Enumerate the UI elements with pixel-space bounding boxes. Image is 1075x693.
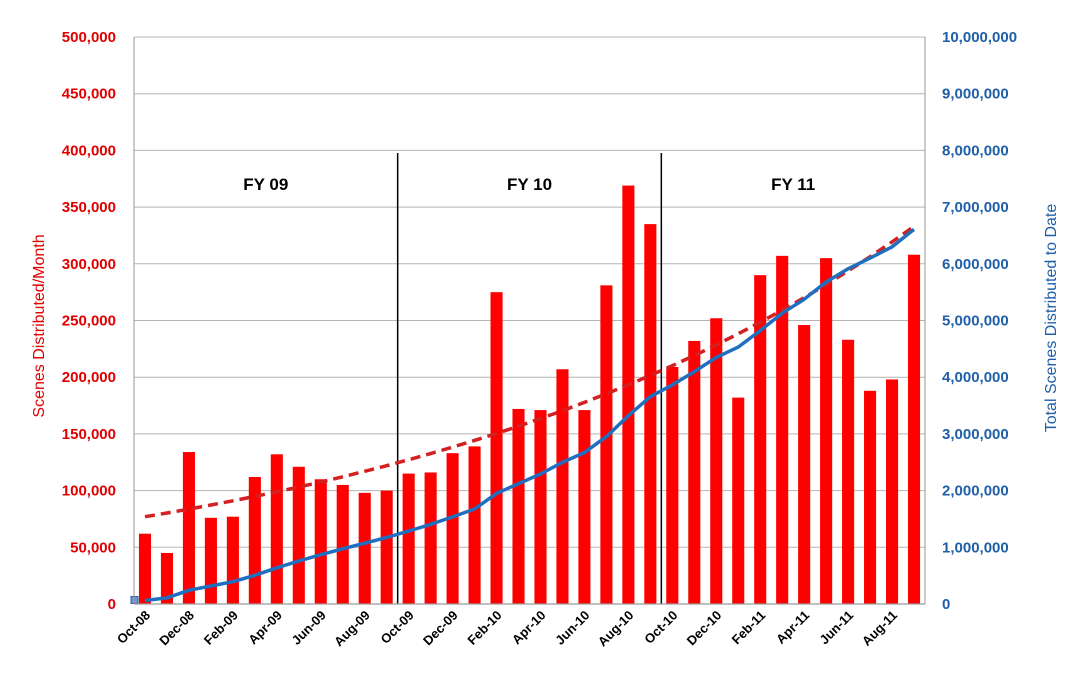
fiscal-year-labels: FY 09 FY 10 FY 11 xyxy=(243,175,815,194)
right-tick-label: 4,000,000 xyxy=(942,369,1009,386)
bar xyxy=(556,369,569,604)
left-tick-label: 400,000 xyxy=(62,142,116,159)
bar xyxy=(622,185,635,604)
x-tick-label: Jun-09 xyxy=(289,608,329,648)
bar xyxy=(842,339,855,604)
bar xyxy=(204,517,217,604)
left-axis-ticks: 0 50,000 100,000 150,000 200,000 250,000 300,0… xyxy=(62,29,116,613)
bar xyxy=(468,446,481,604)
bar xyxy=(732,397,745,604)
right-tick-label: 5,000,000 xyxy=(942,313,1009,330)
bar xyxy=(160,552,174,604)
bar xyxy=(336,484,349,604)
axes xyxy=(133,37,926,605)
x-tick-label: Oct-10 xyxy=(641,608,680,647)
right-tick-label: 7,000,000 xyxy=(942,199,1009,216)
bar xyxy=(314,479,327,604)
bar xyxy=(490,292,503,604)
right-tick-label: 0 xyxy=(942,596,950,613)
x-tick-label: Aug-09 xyxy=(331,608,373,650)
bar xyxy=(402,473,415,604)
bar xyxy=(688,340,701,604)
bar xyxy=(754,275,767,604)
left-tick-label: 450,000 xyxy=(62,86,116,103)
fiscal-year-label: FY 10 xyxy=(507,175,552,194)
trend-line-group xyxy=(144,224,916,519)
bar xyxy=(644,224,657,605)
bar xyxy=(226,516,239,604)
x-tick-label: Aug-10 xyxy=(595,608,637,650)
right-tick-label: 9,000,000 xyxy=(942,86,1009,103)
left-axis-title: Scenes Distributed/Month xyxy=(31,234,48,417)
x-tick-label: Dec-10 xyxy=(684,608,725,649)
x-tick-label: Apr-11 xyxy=(773,608,812,647)
bar xyxy=(820,258,833,604)
left-tick-label: 350,000 xyxy=(62,199,116,216)
bar xyxy=(182,452,195,604)
left-tick-label: 200,000 xyxy=(62,369,116,386)
left-tick-label: 500,000 xyxy=(62,29,116,46)
right-tick-label: 8,000,000 xyxy=(942,142,1009,159)
left-tick-label: 100,000 xyxy=(62,483,116,500)
bar xyxy=(292,466,305,604)
left-tick-label: 150,000 xyxy=(62,426,116,443)
right-axis-title: Total Scenes Distributed to Date xyxy=(1043,204,1060,433)
x-tick-label: Feb-11 xyxy=(729,608,769,648)
trend-line xyxy=(144,224,916,519)
bar xyxy=(534,410,547,604)
bar xyxy=(446,453,459,604)
right-axis-ticks: 0 1,000,000 2,000,000 3,000,000 4,000,000 5,0… xyxy=(942,29,1017,613)
bar xyxy=(798,325,811,604)
bar xyxy=(512,408,525,604)
left-tick-label: 50,000 xyxy=(70,539,116,556)
right-tick-label: 2,000,000 xyxy=(942,483,1009,500)
x-tick-label: Feb-09 xyxy=(201,608,241,648)
bar xyxy=(270,454,283,604)
bar xyxy=(248,476,261,604)
monthly-bars xyxy=(138,185,921,605)
fiscal-year-label: FY 11 xyxy=(771,175,815,194)
bar xyxy=(776,255,789,604)
bar xyxy=(864,390,877,604)
left-tick-label: 250,000 xyxy=(62,313,116,330)
x-tick-label: Dec-09 xyxy=(420,608,461,649)
bar xyxy=(710,318,723,604)
right-tick-label: 3,000,000 xyxy=(942,426,1009,443)
x-tick-label: Aug-11 xyxy=(859,608,900,649)
fiscal-year-label: FY 09 xyxy=(243,175,288,194)
fiscal-year-dividers xyxy=(396,153,663,604)
x-tick-label: Feb-10 xyxy=(464,608,504,648)
x-tick-label: Dec-08 xyxy=(156,608,197,649)
x-tick-label: Jun-11 xyxy=(816,608,856,648)
bar xyxy=(578,410,591,604)
bar xyxy=(424,472,437,604)
left-tick-label: 0 xyxy=(108,596,116,613)
bar xyxy=(358,492,371,604)
x-axis-ticks: Oct-08 Dec-08 Feb-09 Apr-09 Jun-09 Aug-09 Oct-… xyxy=(114,608,900,650)
x-tick-label: Apr-10 xyxy=(509,608,549,648)
left-tick-label: 300,000 xyxy=(62,256,116,273)
x-tick-label: Oct-08 xyxy=(114,608,153,647)
bar xyxy=(666,366,679,604)
gridlines xyxy=(134,36,925,548)
bar xyxy=(885,379,899,604)
bar xyxy=(138,533,152,604)
bar xyxy=(600,285,613,604)
bar xyxy=(380,490,393,604)
x-tick-label: Oct-09 xyxy=(378,608,417,647)
cumulative-line xyxy=(144,228,916,603)
right-tick-label: 6,000,000 xyxy=(942,256,1009,273)
x-tick-label: Apr-09 xyxy=(245,608,285,648)
x-tick-label: Jun-10 xyxy=(552,608,592,648)
right-tick-label: 10,000,000 xyxy=(942,29,1017,46)
bar xyxy=(907,254,921,604)
right-tick-label: 1,000,000 xyxy=(942,539,1009,556)
